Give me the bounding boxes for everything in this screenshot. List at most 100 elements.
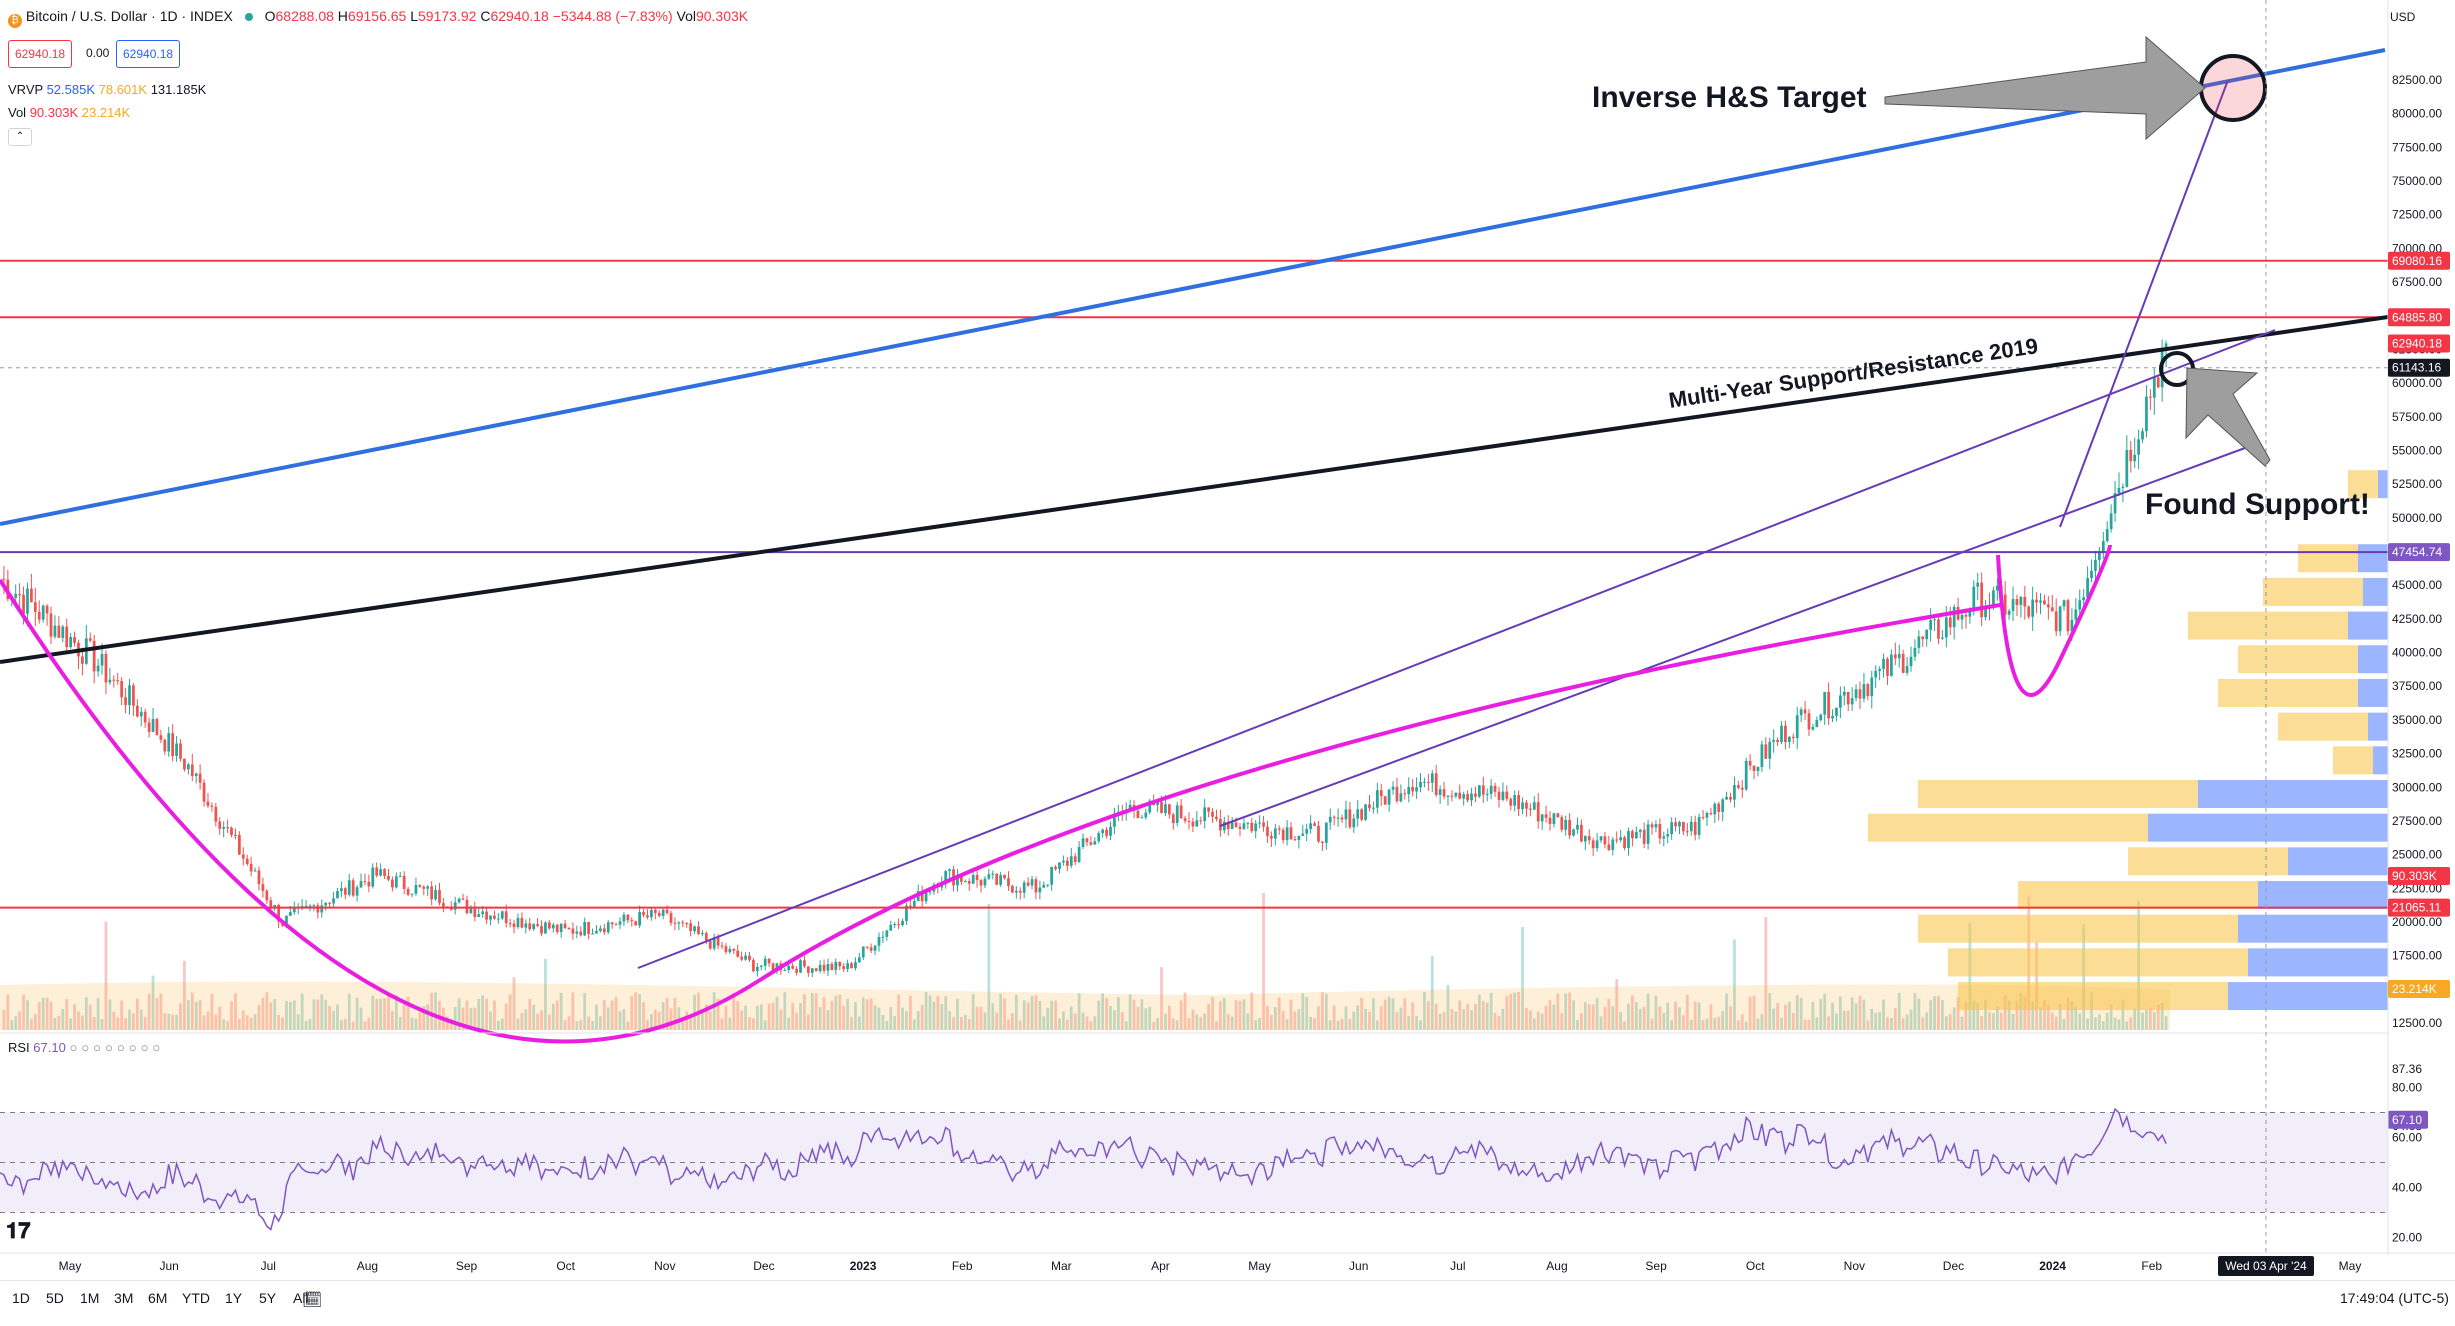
volume-legend[interactable]: Vol 90.303K 23.214K: [8, 105, 130, 120]
candle-body: [646, 915, 649, 918]
price-tick-label: 80000.00: [2392, 107, 2442, 121]
candle-body: [198, 773, 202, 783]
candle-body: [614, 924, 618, 926]
candle-body: [37, 611, 41, 620]
volume-bar: [846, 998, 849, 1030]
candle-body: [1148, 800, 1152, 813]
timeframe-all[interactable]: All: [293, 1290, 309, 1306]
rsi-options-icon[interactable]: ○○○○○○○○: [69, 1040, 165, 1055]
candle-body: [2023, 596, 2027, 607]
volume-bar: [237, 1018, 241, 1030]
candle-body: [2156, 377, 2160, 388]
volume-bar: [1631, 995, 1634, 1030]
timeframe-3m[interactable]: 3M: [114, 1290, 134, 1306]
timeframe-5y[interactable]: 5Y: [259, 1290, 277, 1306]
timeframe-1y[interactable]: 1Y: [225, 1290, 243, 1306]
volume-bar: [1136, 1006, 1140, 1030]
volume-bar: [1674, 1001, 1677, 1030]
volume-bar: [826, 1010, 830, 1030]
candle-body: [712, 937, 716, 949]
currency-label[interactable]: USD: [2390, 10, 2416, 24]
volume-bar: [1383, 999, 1387, 1030]
vol2-value-1: 90.303K: [29, 105, 79, 120]
volume-bar: [1348, 1018, 1352, 1030]
time-tick-label: Jul: [261, 1259, 276, 1273]
volume-bar: [901, 1007, 904, 1030]
timeframe-5d[interactable]: 5D: [46, 1290, 64, 1306]
symbol-legend[interactable]: ₿ Bitcoin / U.S. Dollar · 1D · INDEX O68…: [8, 8, 748, 28]
candle-body: [1631, 831, 1634, 839]
volume-bar: [877, 1007, 881, 1030]
volume-bar: [430, 992, 434, 1030]
volume-bar: [269, 1002, 273, 1030]
candle-body: [1007, 878, 1010, 886]
volume-bar: [1446, 984, 1450, 1030]
candle-body: [1768, 741, 1772, 759]
volume-bar: [1921, 1017, 1925, 1030]
time-tick-label: 2023: [850, 1259, 877, 1273]
timeframe-6m[interactable]: 6M: [148, 1290, 168, 1306]
candle-body: [1536, 802, 1540, 822]
candle-body: [496, 918, 500, 920]
timeframe-ytd[interactable]: YTD: [182, 1290, 210, 1306]
buy-button[interactable]: 62940.18: [116, 40, 181, 68]
price-tag-label: 21065.11: [2392, 901, 2441, 915]
profile-bar-up: [2373, 746, 2388, 775]
profile-bar-down: [2298, 544, 2358, 573]
volume-bar: [1811, 1001, 1815, 1030]
rsi-line: [0, 1107, 2167, 1231]
volume-bar: [1897, 992, 1901, 1030]
candle-body: [1866, 684, 1870, 697]
vrvp-value-3: 131.185K: [150, 82, 207, 97]
price-tick-label: 72500.00: [2392, 208, 2442, 222]
volume-bar: [1780, 1017, 1783, 1030]
volume-bar: [803, 994, 806, 1030]
candle-body: [143, 711, 147, 723]
sell-button[interactable]: 62940.18: [8, 40, 73, 68]
candle-body: [1097, 833, 1101, 842]
collapse-legend-icon[interactable]: ⌃: [8, 128, 32, 146]
profile-bar-down: [1918, 914, 2238, 943]
volume-bar: [1791, 1013, 1795, 1030]
candle-body: [1160, 801, 1163, 814]
candle-body: [2137, 439, 2140, 455]
profile-bar-up: [2238, 914, 2388, 943]
volume-bar: [210, 993, 214, 1030]
candle-body: [555, 924, 559, 933]
volume-bar: [881, 1014, 885, 1030]
volume-bar: [2078, 1013, 2082, 1030]
volume-bar: [1368, 1011, 1371, 1030]
volume-bar: [1234, 1000, 1238, 1030]
volume-bar: [1277, 997, 1281, 1030]
candle-body: [1156, 801, 1159, 806]
candle-body: [485, 911, 488, 920]
vrvp-legend[interactable]: VRVP 52.585K 78.601K 131.185K: [8, 82, 206, 97]
candle-body: [504, 911, 508, 924]
candle-body: [1556, 813, 1560, 818]
timeframe-1d[interactable]: 1D: [12, 1290, 30, 1306]
candle-body: [2019, 596, 2023, 606]
candle-body: [1776, 739, 1779, 743]
volume-bar: [1497, 1016, 1501, 1030]
candle-body: [912, 900, 916, 907]
volume-bar: [347, 993, 351, 1030]
time-tick-label: Aug: [357, 1259, 378, 1273]
volume-bar: [1022, 1000, 1026, 1030]
volume-bar: [1477, 994, 1481, 1030]
candle-body: [257, 870, 261, 885]
candle-body: [508, 923, 512, 925]
date-range-icon[interactable]: 🗓: [302, 1292, 323, 1309]
volume-bar: [2066, 997, 2070, 1030]
candle-body: [1246, 822, 1250, 824]
volume-bar: [2149, 1007, 2152, 1030]
volume-bar: [1054, 1000, 1057, 1030]
tradingview-logo-icon[interactable]: 𝟏𝟕: [6, 1218, 31, 1243]
volume-bar: [324, 999, 328, 1030]
timeframe-1m[interactable]: 1M: [80, 1290, 100, 1306]
rsi-legend[interactable]: RSI 67.10 ○○○○○○○○: [8, 1040, 164, 1055]
candle-body: [230, 827, 233, 835]
candle-body: [1619, 837, 1623, 841]
candle-body: [2035, 599, 2038, 603]
candle-body: [1222, 821, 1226, 831]
